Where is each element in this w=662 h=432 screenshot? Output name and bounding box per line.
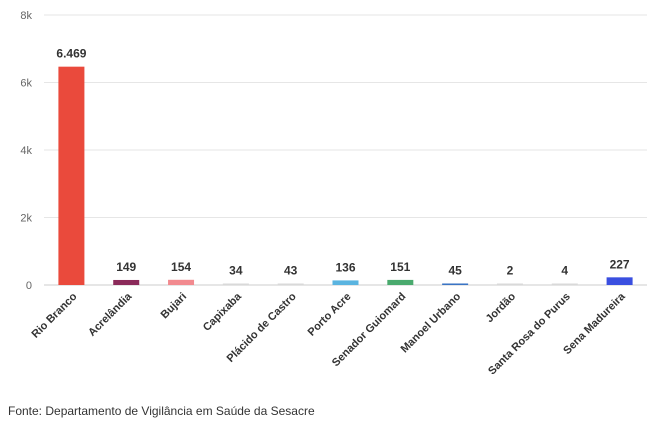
value-labels: 6.469 149 154 34 43 136 151 45 2 4 227 <box>56 47 630 278</box>
bar-value-label: 4 <box>561 264 568 278</box>
bar-value-label: 151 <box>390 260 410 274</box>
y-tick-label: 0 <box>26 280 32 292</box>
y-tick-label: 2k <box>20 213 32 225</box>
x-tick-label: Bujari <box>159 291 190 322</box>
y-tick-label: 8k <box>20 10 32 22</box>
bar-value-label: 45 <box>448 263 462 277</box>
x-axis-ticks: Rio Branco Acrelândia Bujari CapixabaPlácid… <box>30 290 629 377</box>
bar-value-label: 2 <box>507 264 514 278</box>
bar <box>442 283 469 285</box>
bar-value-label: 227 <box>610 257 630 271</box>
bar-value-label: 34 <box>229 264 243 278</box>
bar-value-label: 149 <box>116 260 136 274</box>
x-tick-label: Rio Branco <box>30 290 80 340</box>
bar <box>606 277 633 285</box>
bar <box>387 279 414 285</box>
bar <box>332 280 359 285</box>
x-tick-label: Manoel Urbano <box>399 290 464 355</box>
bar-value-label: 43 <box>284 264 298 278</box>
gridlines <box>44 14 647 286</box>
y-tick-label: 4k <box>20 145 32 157</box>
y-tick-label: 6k <box>20 78 32 90</box>
y-axis-ticks: 0 2k 4k 6k 8k <box>20 10 32 292</box>
bar-chart: 0 2k 4k 6k 8k 6.469 149 154 34 43 136 151 45 2 4 227 R… <box>20 10 647 377</box>
bar <box>168 279 195 285</box>
bar <box>551 283 578 285</box>
bar <box>113 279 140 285</box>
bar <box>277 283 304 285</box>
bar-value-label: 154 <box>171 260 191 274</box>
bar-value-label: 6.469 <box>56 47 86 61</box>
bar <box>496 283 523 285</box>
source-note: Fonte: Departamento de Vigilância em Saú… <box>8 404 315 418</box>
x-tick-label: Porto Acre <box>306 291 354 339</box>
bar <box>222 283 249 285</box>
x-tick-label: Capixaba <box>201 290 245 334</box>
bar-value-label: 136 <box>335 260 355 274</box>
bar <box>58 66 85 285</box>
bars <box>58 66 633 285</box>
x-tick-label: Jordão <box>484 290 519 325</box>
x-tick-label: Acrelândia <box>86 290 135 339</box>
